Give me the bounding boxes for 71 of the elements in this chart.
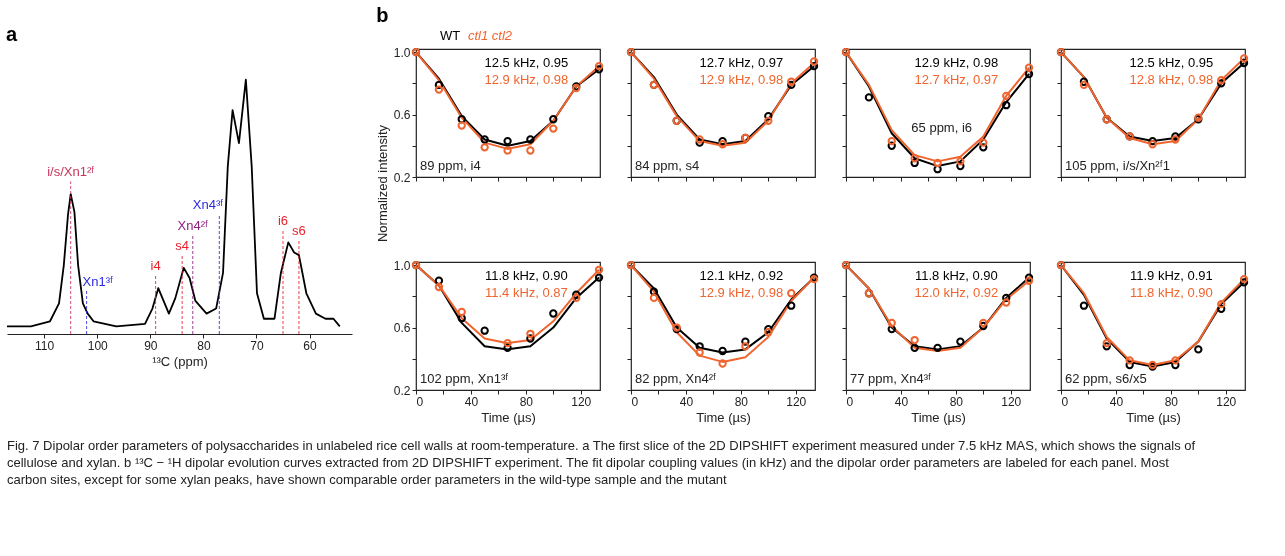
caption: Fig. 7 Dipolar order parameters of polysaccharides in unlabeled rice cell walls at room-temperature. a The first slice of the 2D DIPSHIFT experiment measured under 7.5 kHz MAS, which shows the signals of cellulose and xylan. b ¹³C − ¹H dipolar evolution curves extracted from 2D DIPSHIFT experiment. The fit dipolar coupling values (in kHz) and the dipolar order parameters are labeled for each panel. Most carbon sites, except for some xylan peaks, have shown comparable order parameters in the wild-type sample and the mutant <box>7 438 1196 487</box>
x-axis-title: Time (µs) <box>696 409 751 425</box>
x-tick-label: 120 <box>1001 394 1022 409</box>
annotation: 105 ppm, i/s/Xn²ᶠ1 <box>1065 158 1170 173</box>
y-tick-label: 0.2 <box>393 170 411 185</box>
x-tick-label: 120 <box>786 394 807 409</box>
x-tick-label: 80 <box>734 394 749 409</box>
x-tick-label: 80 <box>519 394 534 409</box>
x-tick-label: 70 <box>250 338 264 353</box>
x-tick-label: 80 <box>1164 394 1179 409</box>
x-tick-label: 110 <box>35 338 55 353</box>
x-tick-label: 60 <box>303 338 318 353</box>
x-tick-label: 40 <box>894 394 909 409</box>
annotation: 12.9 kHz, 0.98 <box>484 72 569 87</box>
y-tick-label: 1.0 <box>393 45 411 60</box>
annotation: 62 ppm, s6/x5 <box>1065 371 1147 386</box>
x-tick-label: 40 <box>464 394 479 409</box>
x-tick-label: 0 <box>416 394 424 409</box>
chart-title: b <box>376 4 389 26</box>
series-label: WT <box>440 28 461 43</box>
annotation: 12.7 kHz, 0.97 <box>914 72 999 87</box>
ref-line-label: i4 <box>150 258 161 274</box>
x-tick-label: 0 <box>846 394 854 409</box>
annotation: 77 ppm, Xn4³ᶠ <box>850 371 932 386</box>
ref-line-label: s6 <box>292 222 306 238</box>
x-tick-label: 0 <box>631 394 639 409</box>
x-tick-label: 120 <box>1216 394 1237 409</box>
annotation: 11.9 kHz, 0.91 <box>1129 268 1213 283</box>
y-tick-label: 0.6 <box>393 108 411 123</box>
ref-line-label: Xn1³ᶠ <box>82 273 114 289</box>
ref-line-label: Xn4³ᶠ <box>192 197 224 213</box>
y-tick-label: 0.2 <box>393 383 411 398</box>
ref-line-label: s4 <box>175 238 190 254</box>
annotation: 12.5 kHz, 0.95 <box>484 55 569 70</box>
annotation: 12.7 kHz, 0.97 <box>699 55 784 70</box>
annotation: 12.0 kHz, 0.92 <box>914 285 999 300</box>
ref-line-label: i/s/Xn1²ᶠ <box>47 164 95 180</box>
x-axis-title: Time (µs) <box>481 409 536 425</box>
x-tick-label: 120 <box>571 394 592 409</box>
ref-line-label: i6 <box>277 212 289 228</box>
annotation: 12.9 kHz, 0.98 <box>699 285 784 300</box>
annotation: 12.9 kHz, 0.98 <box>699 72 784 87</box>
annotation: 12.5 kHz, 0.95 <box>1129 55 1214 70</box>
annotation: 11.4 kHz, 0.87 <box>484 285 568 300</box>
annotation: 89 ppm, i4 <box>420 158 481 173</box>
annotation: 12.1 kHz, 0.92 <box>699 268 784 283</box>
chart-title: a <box>6 23 19 45</box>
y-axis-title: Normalized intensity <box>374 124 390 243</box>
y-tick-label: 1.0 <box>393 258 411 273</box>
x-tick-label: 80 <box>197 338 211 353</box>
annotation: 12.9 kHz, 0.98 <box>914 55 999 70</box>
x-axis-title: ¹³C (ppm) <box>152 353 208 369</box>
x-tick-label: 40 <box>679 394 694 409</box>
y-tick-label: 0.6 <box>393 321 411 336</box>
annotation: 11.8 kHz, 0.90 <box>484 268 568 283</box>
annotation: 11.8 kHz, 0.90 <box>914 268 998 283</box>
annotation: 11.8 kHz, 0.90 <box>1129 285 1213 300</box>
annotation: 82 ppm, Xn4²ᶠ <box>635 371 717 386</box>
annotation: 12.8 kHz, 0.98 <box>1129 72 1214 87</box>
x-axis-title: Time (µs) <box>911 409 966 425</box>
annotation: 84 ppm, s4 <box>635 158 700 173</box>
x-tick-label: 100 <box>87 338 109 353</box>
x-tick-label: 80 <box>949 394 964 409</box>
x-axis-title: Time (µs) <box>1126 409 1181 425</box>
x-tick-label: 40 <box>1109 394 1124 409</box>
annotation: 65 ppm, i6 <box>911 120 973 136</box>
ref-line-label: Xn4²ᶠ <box>177 217 209 233</box>
annotation: 102 ppm, Xn1³ᶠ <box>420 371 509 386</box>
x-tick-label: 0 <box>1061 394 1069 409</box>
text: ctl1 ctl2 <box>468 28 513 43</box>
x-tick-label: 90 <box>144 338 158 353</box>
